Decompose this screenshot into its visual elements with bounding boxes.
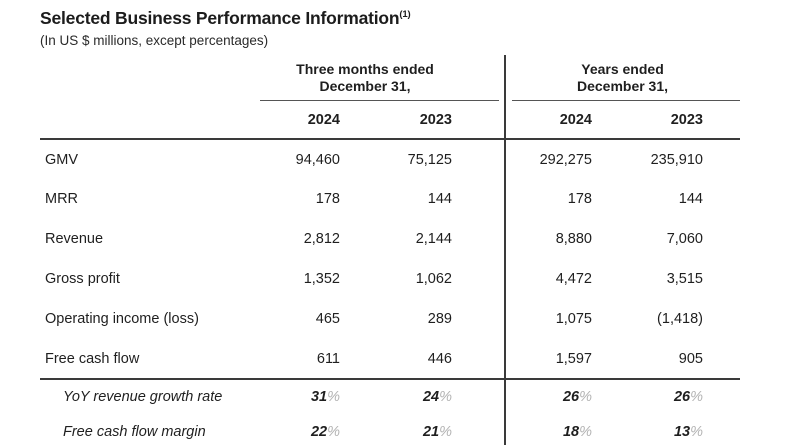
value-cell: 3,515 bbox=[666, 271, 703, 288]
performance-table-wrap: Three months ended December 31, Years en… bbox=[40, 55, 740, 448]
group-header-spacer bbox=[40, 55, 255, 101]
value-cell: 611 bbox=[316, 350, 340, 367]
value-cell: 8,880 bbox=[555, 231, 592, 248]
group-header-row: Three months ended December 31, Years en… bbox=[40, 55, 740, 102]
table-row: MRR 178 144 178 144 bbox=[40, 179, 740, 219]
value-cell: 235,910 bbox=[650, 151, 703, 168]
percent-value: 24 bbox=[422, 389, 440, 406]
percent-sign: % bbox=[327, 389, 340, 406]
performance-table: Three months ended December 31, Years en… bbox=[40, 55, 740, 448]
year-header-spacer bbox=[40, 101, 255, 141]
percent-sign: % bbox=[327, 423, 340, 440]
value-cell: 465 bbox=[315, 311, 340, 328]
percent-rows: YoY revenue growth rate 31% 24% 26% 26% Free … bbox=[40, 378, 740, 448]
year-header-q-2023: 2023 bbox=[350, 101, 505, 141]
year-header-fy-2024: 2024 bbox=[505, 101, 620, 141]
percent-row: Free cash flow margin 22% 21% 18% 13% bbox=[40, 414, 740, 448]
percent-sign: % bbox=[690, 423, 703, 440]
value-cell: 1,075 bbox=[555, 311, 592, 328]
group-header-years-label: Years ended December 31, bbox=[576, 60, 669, 95]
percent-sign: % bbox=[579, 423, 592, 440]
value-cell: (1,418) bbox=[657, 311, 703, 328]
page-title-text: Selected Business Performance Informatio… bbox=[40, 8, 400, 28]
footnote-marker: (1) bbox=[399, 9, 411, 21]
page-title: Selected Business Performance Informatio… bbox=[40, 8, 800, 30]
value-cell: 94,460 bbox=[295, 151, 340, 168]
value-cell: 75,125 bbox=[407, 151, 452, 168]
data-rows: GMV 94,460 75,125 292,275 235,910 MRR 178 144 17… bbox=[40, 139, 740, 379]
value-cell: 1,062 bbox=[415, 271, 452, 288]
row-label: Revenue bbox=[45, 231, 104, 248]
percent-value-cell: 31% bbox=[255, 378, 350, 415]
value-cell: 905 bbox=[678, 350, 703, 367]
year-header-fy-2023: 2023 bbox=[620, 101, 740, 141]
percent-row: YoY revenue growth rate 31% 24% 26% 26% bbox=[40, 378, 740, 415]
year-header-row: 2024 2023 2024 2023 bbox=[40, 101, 740, 141]
percent-value: 31 bbox=[310, 389, 328, 406]
percent-value-cell: 13% bbox=[620, 414, 740, 448]
value-cell: 7,060 bbox=[666, 231, 703, 248]
group-header-three-months-label: Three months ended December 31, bbox=[296, 60, 434, 95]
group-header-years: Years ended December 31, bbox=[505, 55, 740, 102]
percent-row-label: Free cash flow margin bbox=[63, 423, 206, 440]
percent-sign: % bbox=[439, 389, 452, 406]
value-cell: 289 bbox=[427, 311, 452, 328]
value-cell: 2,144 bbox=[415, 231, 452, 248]
table-row: GMV 94,460 75,125 292,275 235,910 bbox=[40, 139, 740, 179]
percent-sign: % bbox=[439, 423, 452, 440]
percent-value-cell: 24% bbox=[350, 378, 505, 415]
group-header-three-months: Three months ended December 31, bbox=[255, 55, 505, 102]
percent-value-cell: 26% bbox=[505, 378, 620, 415]
row-label: MRR bbox=[45, 191, 79, 208]
row-label: GMV bbox=[45, 151, 79, 168]
percent-value-cell: 18% bbox=[505, 414, 620, 448]
value-cell: 178 bbox=[315, 191, 340, 208]
value-cell: 1,352 bbox=[303, 271, 340, 288]
year-header-q-2024: 2024 bbox=[255, 101, 350, 141]
group-underline bbox=[260, 100, 499, 102]
table-row: Gross profit 1,352 1,062 4,472 3,515 bbox=[40, 259, 740, 299]
value-cell: 144 bbox=[678, 191, 703, 208]
units-note: (In US $ millions, except percentages) bbox=[40, 32, 269, 48]
percent-sign: % bbox=[579, 389, 592, 406]
row-label: Operating income (loss) bbox=[45, 311, 199, 328]
percent-value: 26 bbox=[673, 389, 691, 406]
percent-value-cell: 26% bbox=[620, 378, 740, 415]
percent-value: 26 bbox=[562, 389, 580, 406]
row-label: Free cash flow bbox=[45, 350, 140, 367]
value-cell: 2,812 bbox=[303, 231, 340, 248]
percent-value: 22 bbox=[310, 423, 328, 440]
percent-value: 21 bbox=[422, 423, 440, 440]
table-row: Revenue 2,812 2,144 8,880 7,060 bbox=[40, 219, 740, 259]
percent-value: 18 bbox=[562, 423, 580, 440]
value-cell: 1,597 bbox=[555, 350, 592, 367]
percent-value: 13 bbox=[673, 423, 691, 440]
value-cell: 178 bbox=[567, 191, 592, 208]
percent-value-cell: 21% bbox=[350, 414, 505, 448]
group-underline bbox=[512, 100, 740, 102]
percent-value-cell: 22% bbox=[255, 414, 350, 448]
value-cell: 292,275 bbox=[539, 151, 592, 168]
value-cell: 4,472 bbox=[555, 271, 592, 288]
row-label: Gross profit bbox=[45, 271, 120, 288]
percent-sign: % bbox=[690, 389, 703, 406]
percent-row-label: YoY revenue growth rate bbox=[40, 378, 255, 415]
value-cell: 144 bbox=[427, 191, 452, 208]
table-row: Free cash flow 611 446 1,597 905 bbox=[40, 339, 740, 379]
column-group-divider bbox=[504, 55, 506, 446]
value-cell: 446 bbox=[427, 350, 452, 367]
table-row: Operating income (loss) 465 289 1,075 (1,418… bbox=[40, 299, 740, 339]
